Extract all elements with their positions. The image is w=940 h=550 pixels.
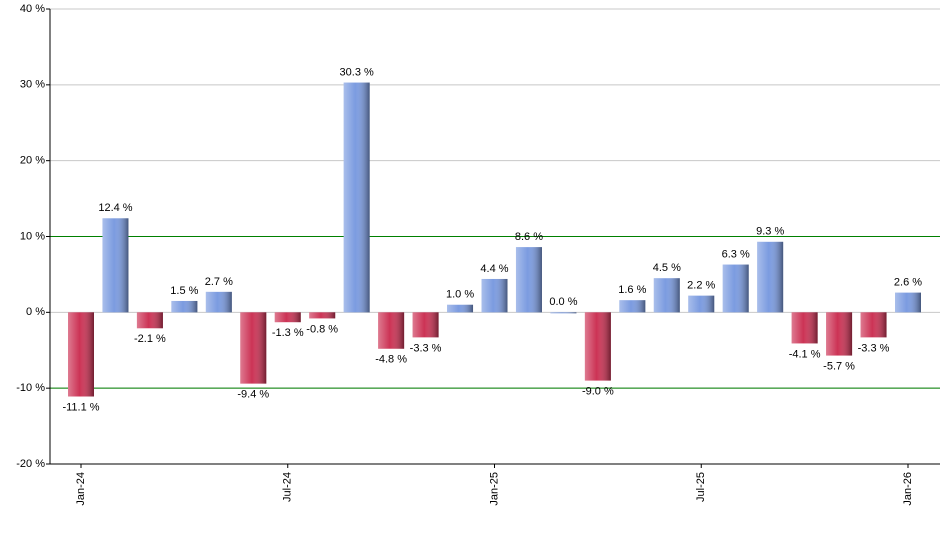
bar-shade xyxy=(309,312,336,319)
y-tick-label: -10 % xyxy=(16,382,45,394)
bar-shade xyxy=(136,312,163,329)
value-label: -9.4 % xyxy=(237,389,269,401)
bar-shade xyxy=(378,312,405,349)
value-label: -1.3 % xyxy=(272,327,304,339)
y-tick-label: 30 % xyxy=(20,79,45,91)
bar-shade xyxy=(757,241,784,313)
value-label: -0.8 % xyxy=(306,323,338,335)
value-label: 0.0 % xyxy=(549,296,577,308)
value-label: -3.3 % xyxy=(858,342,890,354)
bar-shade xyxy=(343,82,370,313)
value-label: -2.1 % xyxy=(134,333,166,345)
y-tick-label: -20 % xyxy=(16,458,45,470)
bar-shade xyxy=(481,278,508,313)
bar-shade xyxy=(860,312,887,338)
bar-shade xyxy=(205,291,232,313)
value-label: 1.5 % xyxy=(170,285,198,297)
value-label: 12.4 % xyxy=(98,202,132,214)
value-label: 2.7 % xyxy=(205,276,233,288)
bar-shade xyxy=(895,292,921,313)
bar-shade xyxy=(102,218,129,313)
value-label: 9.3 % xyxy=(756,226,784,238)
value-label: 4.5 % xyxy=(653,262,681,274)
bar-shade xyxy=(240,312,267,384)
value-label: 1.6 % xyxy=(618,284,646,296)
y-tick-label: 0 % xyxy=(26,306,45,318)
bar-shade xyxy=(722,264,749,313)
x-tick-label: Jan-24 xyxy=(75,472,87,506)
bar-shade xyxy=(550,312,577,314)
y-tick-label: 10 % xyxy=(20,230,45,242)
y-tick-label: 20 % xyxy=(20,155,45,167)
value-label: -3.3 % xyxy=(410,342,442,354)
value-label: -9.0 % xyxy=(582,385,614,397)
value-label: 30.3 % xyxy=(340,66,374,78)
value-label: 2.6 % xyxy=(894,277,922,289)
bar-shade xyxy=(791,312,818,344)
value-label: 1.0 % xyxy=(446,289,474,301)
bar-shade xyxy=(68,312,94,397)
x-tick-label: Jul-25 xyxy=(695,472,707,502)
bar-shade xyxy=(412,312,439,338)
x-tick-label: Jan-25 xyxy=(488,472,500,506)
bar-shade xyxy=(826,312,853,356)
value-label: -11.1 % xyxy=(62,401,99,413)
bar-shade xyxy=(274,312,301,323)
value-label: -4.8 % xyxy=(375,354,407,366)
bar-shade xyxy=(584,312,611,381)
value-label: 8.6 % xyxy=(515,231,543,243)
bar-shade xyxy=(515,247,542,313)
bar-shade xyxy=(171,300,198,313)
y-tick-label: 40 % xyxy=(20,3,45,15)
value-label: 4.4 % xyxy=(480,263,508,275)
value-label: 6.3 % xyxy=(722,248,750,260)
bar-shade xyxy=(688,295,715,313)
x-tick-label: Jan-26 xyxy=(902,472,914,506)
value-label: -5.7 % xyxy=(823,360,855,372)
bar-shade xyxy=(619,300,646,313)
x-tick-label: Jul-24 xyxy=(282,472,294,502)
value-label: 2.2 % xyxy=(687,280,715,292)
value-label: -4.1 % xyxy=(789,348,821,360)
bar-shade xyxy=(447,304,474,313)
bar-shade xyxy=(653,278,680,313)
